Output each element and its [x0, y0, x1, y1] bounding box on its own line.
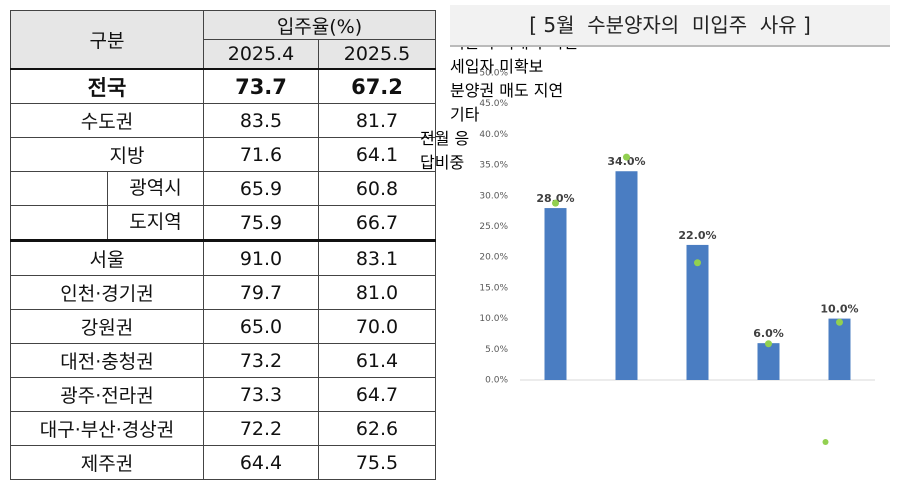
- table-row: 인천·경기권 79.7 81.0: [10, 275, 436, 310]
- bar: [686, 244, 709, 380]
- row-label: 강원권: [10, 309, 204, 344]
- row-label: 지방: [10, 137, 204, 172]
- row-label-text: 광역시: [107, 172, 203, 205]
- row-label: 전국: [10, 68, 204, 104]
- y-tick-label: 40.0%: [479, 130, 508, 140]
- chart: 0.0% 5.0% 10.0% 15.0% 20.0% 25.0% 30.0% 35.0% 40…: [479, 69, 875, 445]
- bar: [828, 318, 851, 380]
- cell: 91.0: [203, 240, 319, 276]
- cell: 72.2: [203, 411, 319, 446]
- bar: [615, 171, 638, 380]
- cell: 73.7: [203, 68, 319, 104]
- y-tick-label: 0.0%: [485, 376, 508, 386]
- cell: 83.1: [318, 240, 436, 276]
- chart-panel: [ 5월 수분양자의 미입주 사유 ] 0.0% 5.0% 10.0% 15.0% 20…: [420, 5, 890, 490]
- table-row: 전국 73.7 67.2: [10, 68, 436, 104]
- y-tick-label: 45.0%: [479, 99, 508, 109]
- x-tick-label: 분양권 매도 지연: [450, 81, 564, 100]
- previous-marker: [765, 340, 772, 348]
- x-tick-label: 세입자 미확보: [450, 57, 544, 76]
- table-row: 지방 71.6 64.1: [10, 137, 436, 172]
- table-row: 강원권 65.0 70.0: [10, 309, 436, 344]
- cell: 60.8: [318, 171, 436, 206]
- table-row: 광주·전라권 73.3 64.7: [10, 377, 436, 412]
- cell: 61.4: [318, 343, 436, 378]
- row-label: 대구·부산·경상권: [10, 411, 204, 446]
- table-row: 제주권 64.4 75.5: [10, 445, 436, 480]
- row-label: 대전·충청권: [10, 343, 204, 378]
- row-label: 광역시: [10, 171, 204, 206]
- cell: 66.7: [318, 205, 436, 242]
- row-label: 인천·경기권: [10, 275, 204, 310]
- header-column: 2025.5: [318, 39, 436, 70]
- value-label: 34.0%: [607, 155, 645, 168]
- header-label: 구분: [10, 10, 204, 70]
- table-row: 서울 91.0 83.1: [10, 240, 436, 276]
- legend-marker: [822, 439, 829, 445]
- y-tick-label: 30.0%: [479, 191, 508, 201]
- cell: 65.9: [203, 171, 319, 206]
- row-label: 광주·전라권: [10, 377, 204, 412]
- chart-title: [ 5월 수분양자의 미입주 사유 ]: [450, 5, 890, 47]
- table-row: 수도권 83.5 81.7: [10, 103, 436, 138]
- row-label: 수도권: [10, 103, 204, 138]
- header-group: 입주율(%): [203, 10, 436, 40]
- cell: 73.2: [203, 343, 319, 378]
- y-tick-label: 35.0%: [479, 161, 508, 171]
- x-tick-label: 기타: [450, 105, 480, 124]
- cell: 67.2: [318, 68, 436, 104]
- row-label: 도지역: [10, 205, 204, 242]
- cell: 81.0: [318, 275, 436, 310]
- cell: 65.0: [203, 309, 319, 344]
- cell: 83.5: [203, 103, 319, 138]
- cell: 71.6: [203, 137, 319, 172]
- cell: 79.7: [203, 275, 319, 310]
- value-label: 22.0%: [678, 229, 716, 242]
- table-row: 대전·충청권 73.2 61.4: [10, 343, 436, 378]
- cell: 70.0: [318, 309, 436, 344]
- cell: 64.1: [318, 137, 436, 172]
- previous-marker: [552, 199, 559, 207]
- y-tick-label: 5.0%: [485, 345, 508, 355]
- cell: 64.7: [318, 377, 436, 412]
- table-row: 대구·부산·경상권 72.2 62.6: [10, 411, 436, 446]
- header-column: 2025.4: [203, 39, 319, 70]
- cell: 75.9: [203, 205, 319, 242]
- value-label: 10.0%: [820, 303, 858, 316]
- y-tick-label: 15.0%: [479, 283, 508, 293]
- previous-marker: [623, 153, 630, 161]
- y-tick-label: 25.0%: [479, 222, 508, 232]
- cell: 81.7: [318, 103, 436, 138]
- previous-marker: [694, 259, 701, 267]
- cell: 75.5: [318, 445, 436, 480]
- cell: 73.3: [203, 377, 319, 412]
- y-tick-label: 20.0%: [479, 253, 508, 263]
- bar: [757, 343, 780, 380]
- row-label: 제주권: [10, 445, 204, 480]
- table-row: 광역시 65.9 60.8: [10, 171, 436, 206]
- y-tick-label: 50.0%: [479, 69, 508, 79]
- value-label: 28.0%: [536, 192, 574, 205]
- previous-marker: [836, 318, 843, 326]
- table: 구분 입주율(%) 2025.4 2025.5 전국 73.7 67.2 수도권 83.5 8…: [10, 10, 436, 480]
- legend-label: 전월 응답비중: [420, 129, 470, 172]
- value-label: 6.0%: [753, 327, 784, 340]
- cell: 62.6: [318, 411, 436, 446]
- y-tick-label: 10.0%: [479, 314, 508, 324]
- bar: [544, 208, 567, 380]
- row-label-text: 도지역: [107, 206, 203, 239]
- table-row: 도지역 75.9 66.7: [10, 205, 436, 242]
- row-label: 서울: [10, 240, 204, 276]
- cell: 64.4: [203, 445, 319, 480]
